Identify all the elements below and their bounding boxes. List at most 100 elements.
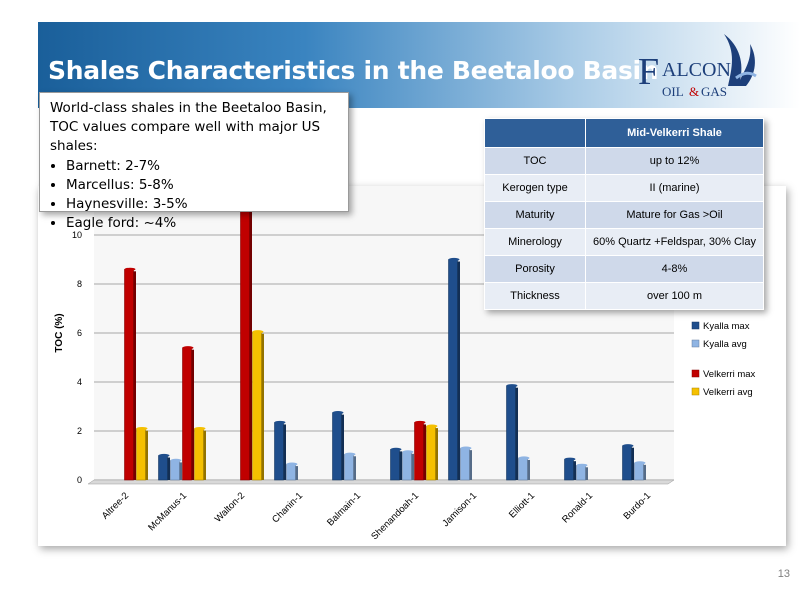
callout-bullet: Marcellus: 5-8% bbox=[66, 176, 348, 195]
bar-side bbox=[631, 447, 634, 480]
bar-side bbox=[283, 424, 286, 480]
bar bbox=[460, 447, 470, 481]
bar bbox=[518, 457, 528, 481]
bar-side bbox=[411, 453, 414, 480]
bar bbox=[136, 428, 146, 481]
falcon-logo: F ALCON OIL & GAS bbox=[638, 34, 757, 99]
bar bbox=[506, 385, 516, 481]
bar-top bbox=[576, 463, 588, 467]
page-title: Shales Characteristics in the Beetaloo B… bbox=[48, 56, 659, 85]
table-cell-value: 4-8% bbox=[585, 255, 764, 283]
bar-side bbox=[203, 430, 206, 480]
bar bbox=[170, 460, 180, 481]
bar-side bbox=[295, 466, 298, 480]
bar-top bbox=[182, 346, 194, 350]
x-tick-label: McManus-1 bbox=[146, 490, 189, 533]
table-cell-value: over 100 m bbox=[585, 282, 764, 310]
logo-letter: F bbox=[638, 51, 659, 93]
callout-bullet: Barnett: 2-7% bbox=[66, 157, 348, 176]
bar-top bbox=[460, 446, 472, 450]
table-cell-label: Kerogen type bbox=[484, 174, 586, 202]
x-tick-label: Chanin-1 bbox=[270, 490, 305, 525]
chart-floor bbox=[87, 479, 675, 485]
table-cell-label: Maturity bbox=[484, 201, 586, 229]
bar bbox=[622, 445, 632, 481]
table-cell-value: II (marine) bbox=[585, 174, 764, 202]
y-tick-label: 6 bbox=[77, 328, 82, 338]
bar-top bbox=[390, 447, 402, 451]
bar bbox=[448, 259, 458, 481]
table-row: Porosity 4-8% bbox=[484, 255, 764, 283]
bar-top bbox=[124, 267, 136, 271]
table-cell-label: Minerology bbox=[484, 228, 586, 256]
callout-intro: World-class shales in the Beetaloo Basin… bbox=[50, 100, 327, 154]
bar-side bbox=[167, 457, 170, 480]
x-tick-label: Ronald-1 bbox=[560, 490, 595, 525]
bar-side bbox=[457, 261, 460, 480]
logo-word-gas: GAS bbox=[701, 84, 727, 99]
bar bbox=[390, 449, 400, 481]
table-cell-label: TOC bbox=[484, 147, 586, 175]
legend-label: Velkerri max bbox=[703, 369, 756, 380]
table-cell-label: Thickness bbox=[484, 282, 586, 310]
slide-number: 13 bbox=[777, 568, 790, 580]
shale-properties-table: Mid-Velkerri Shale TOC up to 12% Kerogen… bbox=[484, 118, 764, 310]
table-header-row: Mid-Velkerri Shale bbox=[484, 118, 764, 148]
table-cell-value: Mature for Gas >Oil bbox=[585, 201, 764, 229]
legend-swatch bbox=[691, 339, 700, 348]
bar bbox=[414, 422, 424, 481]
bar-side bbox=[249, 188, 252, 480]
logo-word-falcon: ALCON bbox=[662, 59, 731, 81]
bar bbox=[194, 428, 204, 481]
bar bbox=[634, 462, 644, 481]
shale-callout: World-class shales in the Beetaloo Basin… bbox=[39, 92, 349, 231]
toc-bar-chart: 0 2 4 6 8 10 TOC (%) Altree-2 McManus-1 Walton-2 C… bbox=[54, 186, 756, 542]
table-cell-value: 60% Quartz +Feldspar, 30% Clay bbox=[585, 228, 764, 256]
logo-amp: & bbox=[689, 84, 699, 99]
x-tick-label: Altree-2 bbox=[100, 490, 131, 521]
legend-swatch bbox=[691, 387, 700, 396]
bar-top bbox=[518, 456, 530, 460]
legend-swatch bbox=[691, 321, 700, 330]
bar-side bbox=[585, 467, 588, 480]
bar-top bbox=[252, 330, 264, 334]
bar-top bbox=[170, 458, 182, 462]
bar-top bbox=[344, 452, 356, 456]
bar-top bbox=[448, 257, 460, 262]
bar bbox=[564, 458, 574, 481]
bar-top bbox=[194, 426, 206, 431]
bar bbox=[274, 422, 284, 481]
bar-top bbox=[426, 424, 438, 428]
table-cell-label: Porosity bbox=[484, 255, 586, 283]
bar-side bbox=[469, 450, 472, 480]
y-tick-label: 0 bbox=[77, 475, 82, 485]
bar-side bbox=[179, 462, 182, 480]
bar-side bbox=[573, 461, 576, 480]
x-tick-label: Shenandoah-1 bbox=[369, 490, 421, 542]
bar-top bbox=[506, 384, 518, 388]
legend-label: Kyalla max bbox=[703, 321, 750, 332]
legend-label: Velkerri avg bbox=[703, 387, 753, 398]
bar bbox=[402, 451, 412, 481]
callout-bullet: Eagle ford: ~4% bbox=[66, 214, 348, 233]
y-tick-label: 10 bbox=[72, 230, 82, 240]
bar-side bbox=[643, 464, 646, 480]
bar-top bbox=[414, 420, 426, 425]
bar-side bbox=[435, 428, 438, 480]
x-tick-label: Elliott-1 bbox=[507, 490, 537, 520]
bar-side bbox=[399, 451, 402, 480]
bar bbox=[576, 464, 586, 481]
y-axis-label: TOC (%) bbox=[54, 313, 65, 352]
legend-label: Kyalla avg bbox=[703, 339, 747, 350]
bar-side bbox=[191, 349, 194, 480]
callout-bullets: Barnett: 2-7% Marcellus: 5-8% Haynesvill… bbox=[50, 157, 348, 233]
bar bbox=[286, 463, 296, 481]
bar-side bbox=[145, 430, 148, 480]
bar-top bbox=[286, 462, 298, 466]
table-cell-value: up to 12% bbox=[585, 147, 764, 175]
callout-bullet: Haynesville: 3-5% bbox=[66, 195, 348, 214]
table-row: Thickness over 100 m bbox=[484, 282, 764, 310]
table-row: Maturity Mature for Gas >Oil bbox=[484, 201, 764, 229]
bar bbox=[344, 453, 354, 481]
bar bbox=[252, 331, 262, 481]
